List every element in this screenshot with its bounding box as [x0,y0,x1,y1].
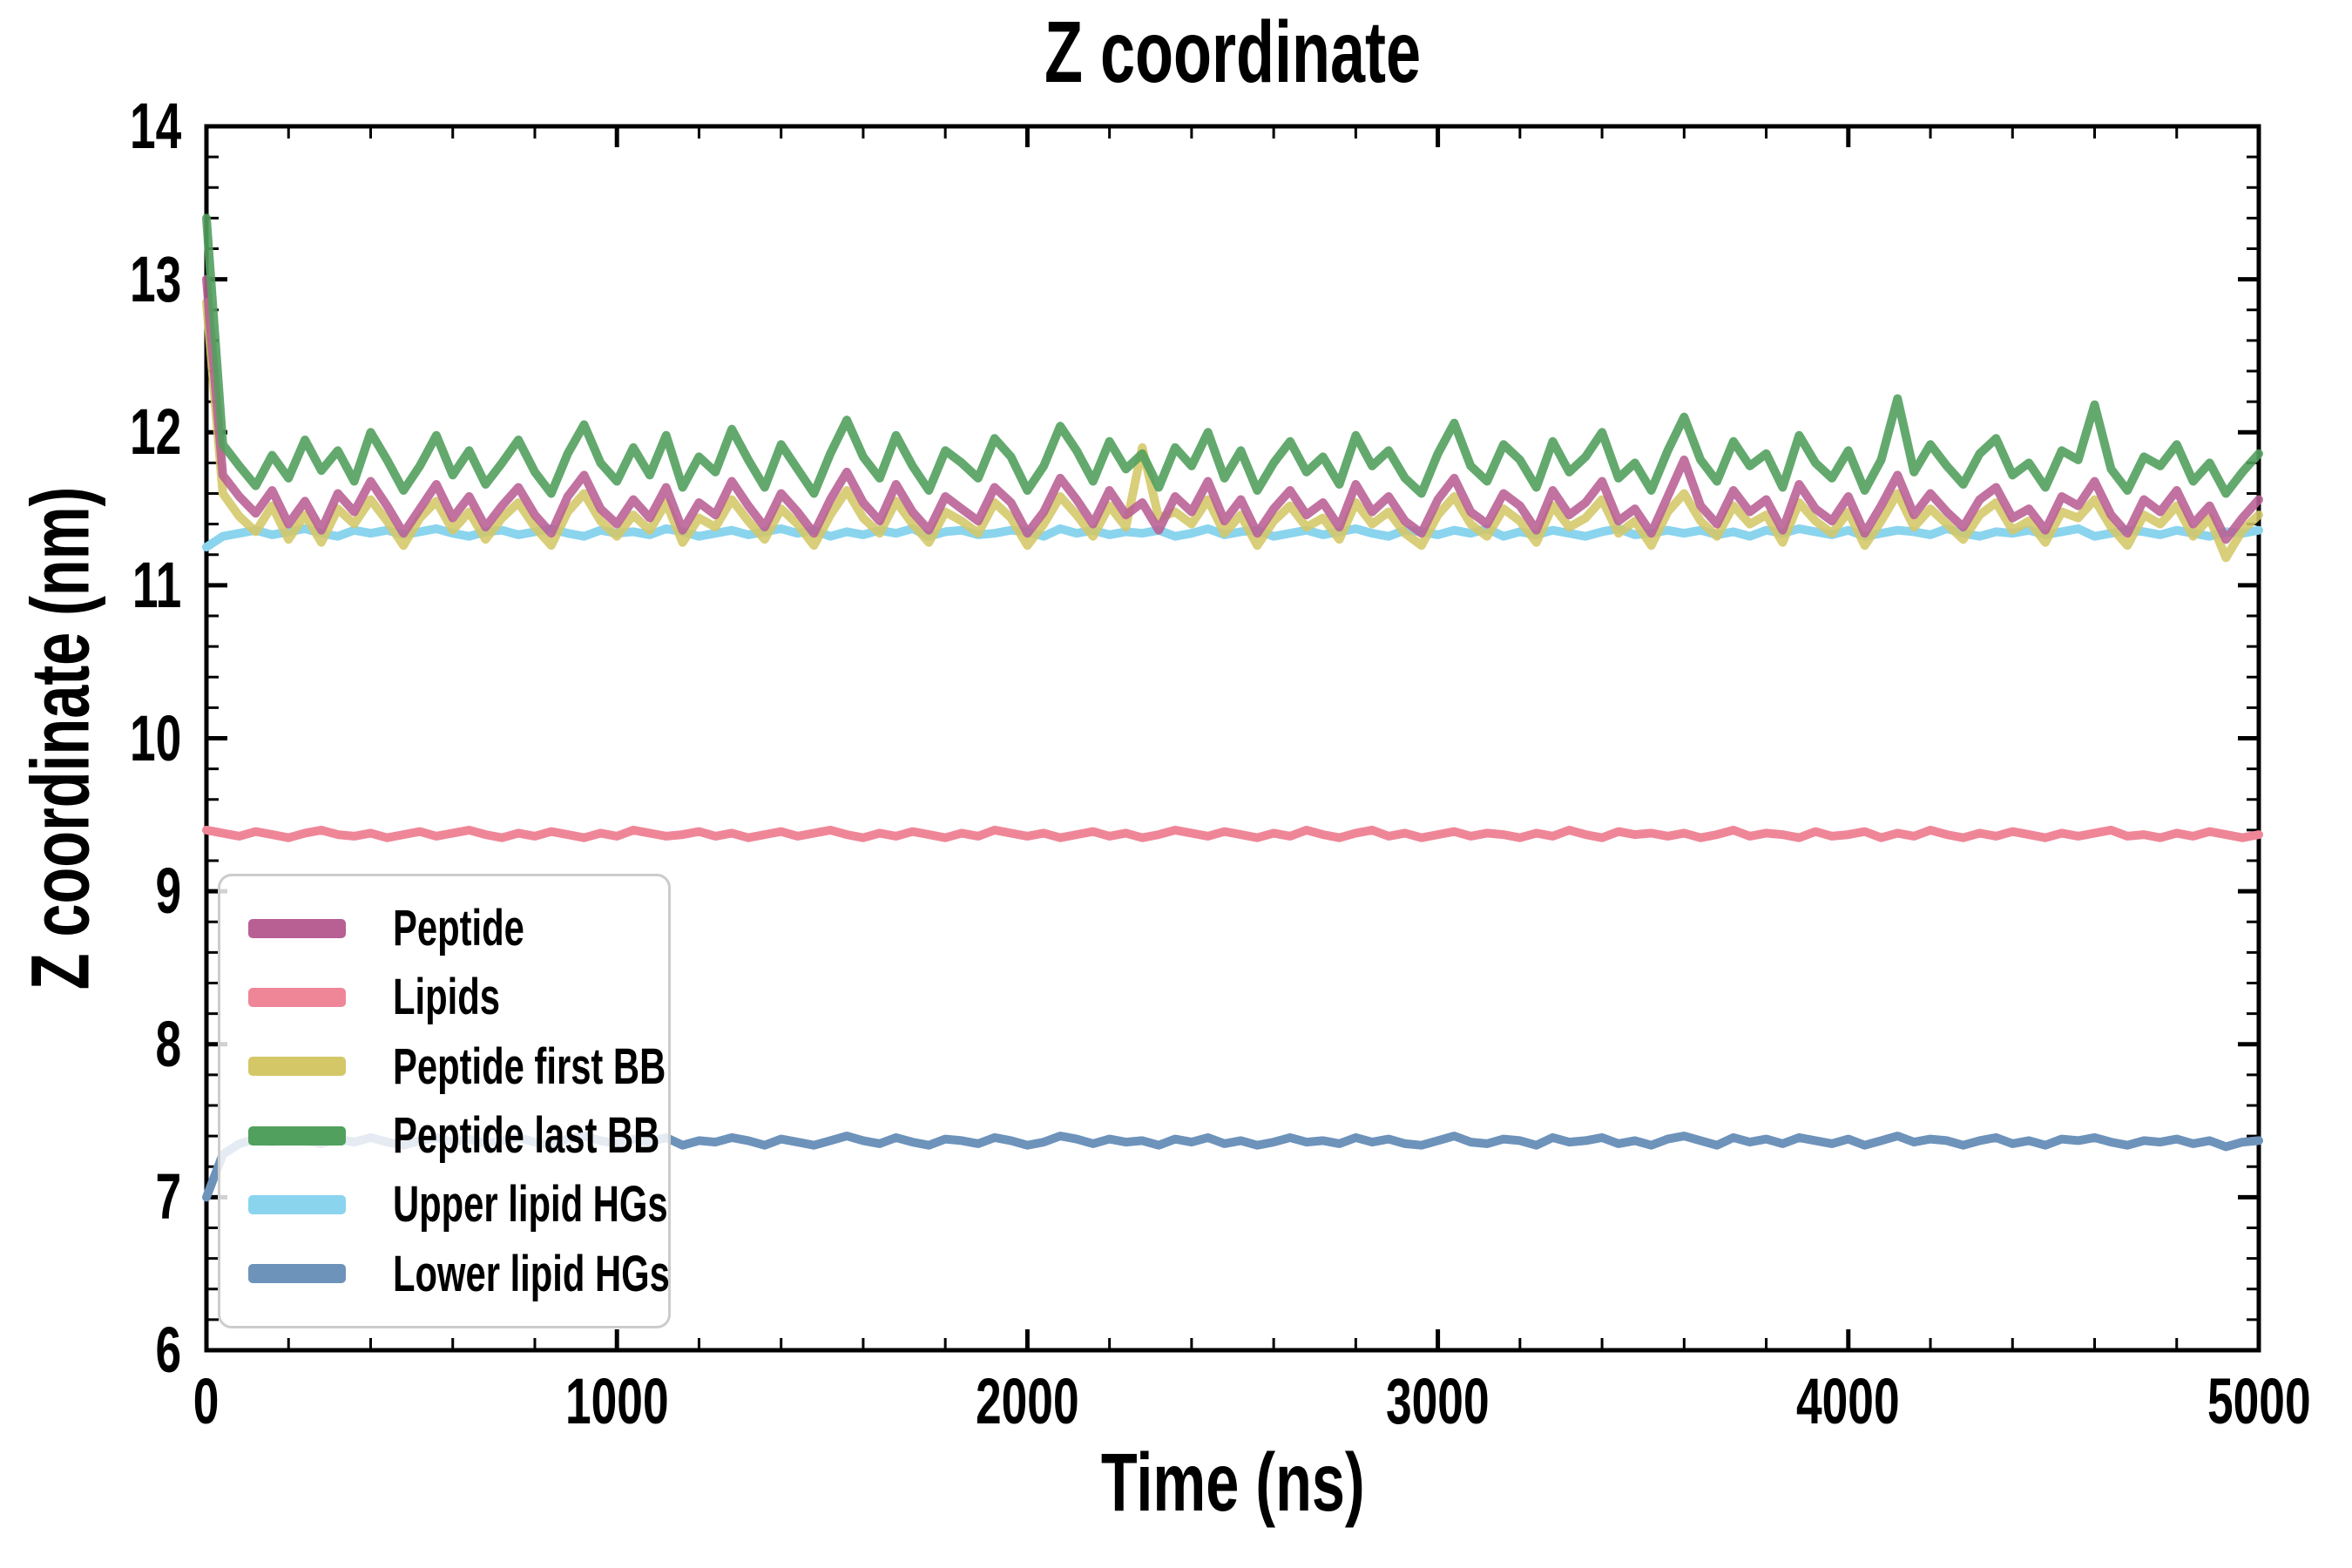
legend-item: Lower lipid HGs [220,1240,670,1308]
legend-item: Upper lipid HGs [220,1171,668,1239]
x-tick-label: 1000 [564,1365,669,1437]
series-line-lipids [202,825,2263,842]
legend-label: Lipids [393,969,500,1026]
legend-item: Peptide first BB [220,1032,668,1100]
y-tick-label: 13 [129,242,181,315]
legend-swatch [248,1264,346,1284]
y-tick-label: 8 [155,1007,181,1080]
legend-label: Peptide first BB [393,1037,666,1095]
y-tick-label: 9 [155,855,181,928]
series-line-peptide-last-bb [202,213,2263,498]
y-tick-label: 14 [129,90,181,162]
legend-item: Lipids [220,963,668,1031]
legend-label: Peptide last BB [393,1107,660,1165]
legend-label: Peptide [393,900,524,957]
y-tick-label: 10 [129,701,181,774]
legend-swatch [248,1125,346,1146]
legend-swatch [248,987,346,1007]
y-tick-label: 7 [155,1160,181,1233]
x-axis-label: Time (ns) [1100,1436,1365,1529]
legend-item: Peptide last BB [220,1102,668,1170]
legend-label: Upper lipid HGs [393,1176,668,1233]
x-tick-label: 5000 [2207,1365,2311,1437]
x-tick-label: 0 [193,1365,220,1437]
y-tick-label: 12 [129,395,181,469]
legend-item: Peptide [220,895,668,963]
series-line-peptide [202,274,2263,544]
x-tick-label: 4000 [1796,1365,1901,1437]
x-tick-label: 3000 [1386,1365,1490,1437]
y-tick-label: 6 [155,1314,181,1386]
chart-title: Z coordinate [1044,3,1422,101]
legend-swatch [248,918,346,938]
legend-swatch [248,1057,346,1077]
legend-swatch [248,1194,346,1214]
legend-box: Peptide Lipids Peptide first BB Peptide las… [218,874,671,1328]
y-tick-label: 11 [132,548,181,621]
series-line-peptide-first-bb [202,298,2263,563]
x-tick-label: 2000 [976,1365,1079,1437]
legend-label: Lower lipid HGs [393,1245,670,1302]
